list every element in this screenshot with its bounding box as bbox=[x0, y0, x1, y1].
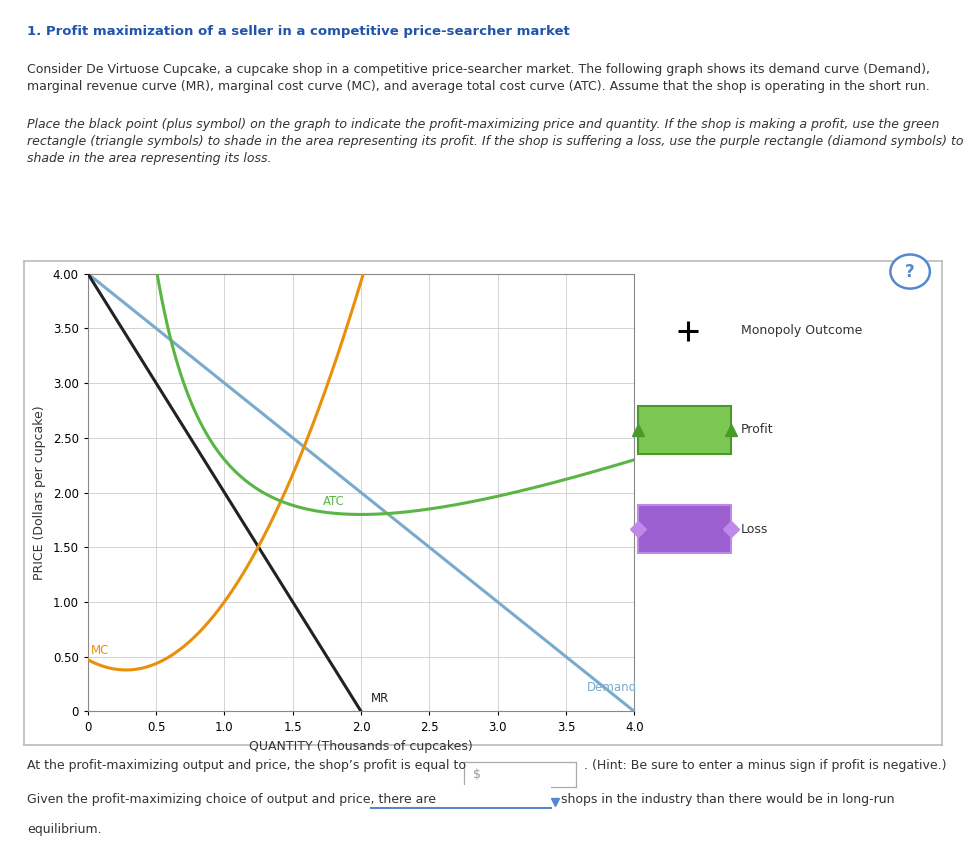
Text: shops in the industry than there would be in long-run: shops in the industry than there would b… bbox=[561, 793, 895, 806]
X-axis label: QUANTITY (Thousands of cupcakes): QUANTITY (Thousands of cupcakes) bbox=[249, 740, 473, 754]
Text: Given the profit-maximizing choice of output and price, there are: Given the profit-maximizing choice of ou… bbox=[27, 793, 436, 806]
Y-axis label: PRICE (Dollars per cupcake): PRICE (Dollars per cupcake) bbox=[33, 405, 46, 580]
Text: 1. Profit maximization of a seller in a competitive price-searcher market: 1. Profit maximization of a seller in a … bbox=[27, 25, 570, 38]
Text: Loss: Loss bbox=[741, 523, 768, 536]
Text: Consider De Virtuose Cupcake, a cupcake shop in a competitive price-searcher mar: Consider De Virtuose Cupcake, a cupcake … bbox=[27, 63, 930, 76]
Text: At the profit-maximizing output and price, the shop’s profit is equal to: At the profit-maximizing output and pric… bbox=[27, 759, 467, 772]
Text: MR: MR bbox=[371, 692, 388, 705]
Circle shape bbox=[890, 254, 930, 289]
Text: $: $ bbox=[472, 768, 480, 781]
Text: MC: MC bbox=[91, 643, 109, 657]
Text: ATC: ATC bbox=[323, 495, 345, 508]
Text: ?: ? bbox=[906, 263, 915, 280]
Text: Monopoly Outcome: Monopoly Outcome bbox=[741, 324, 863, 337]
Text: rectangle (triangle symbols) to shade in the area representing its profit. If th: rectangle (triangle symbols) to shade in… bbox=[27, 135, 964, 147]
Text: Profit: Profit bbox=[741, 424, 774, 436]
Text: marginal revenue curve (MR), marginal cost curve (MC), and average total cost cu: marginal revenue curve (MR), marginal co… bbox=[27, 80, 930, 93]
Text: . (Hint: Be sure to enter a minus sign if profit is negative.): . (Hint: Be sure to enter a minus sign i… bbox=[584, 759, 946, 772]
Text: shade in the area representing its loss.: shade in the area representing its loss. bbox=[27, 152, 272, 164]
Text: equilibrium.: equilibrium. bbox=[27, 823, 102, 836]
Text: Place the black point (plus symbol) on the graph to indicate the profit-maximizi: Place the black point (plus symbol) on t… bbox=[27, 118, 940, 131]
Text: Demand: Demand bbox=[587, 681, 636, 694]
